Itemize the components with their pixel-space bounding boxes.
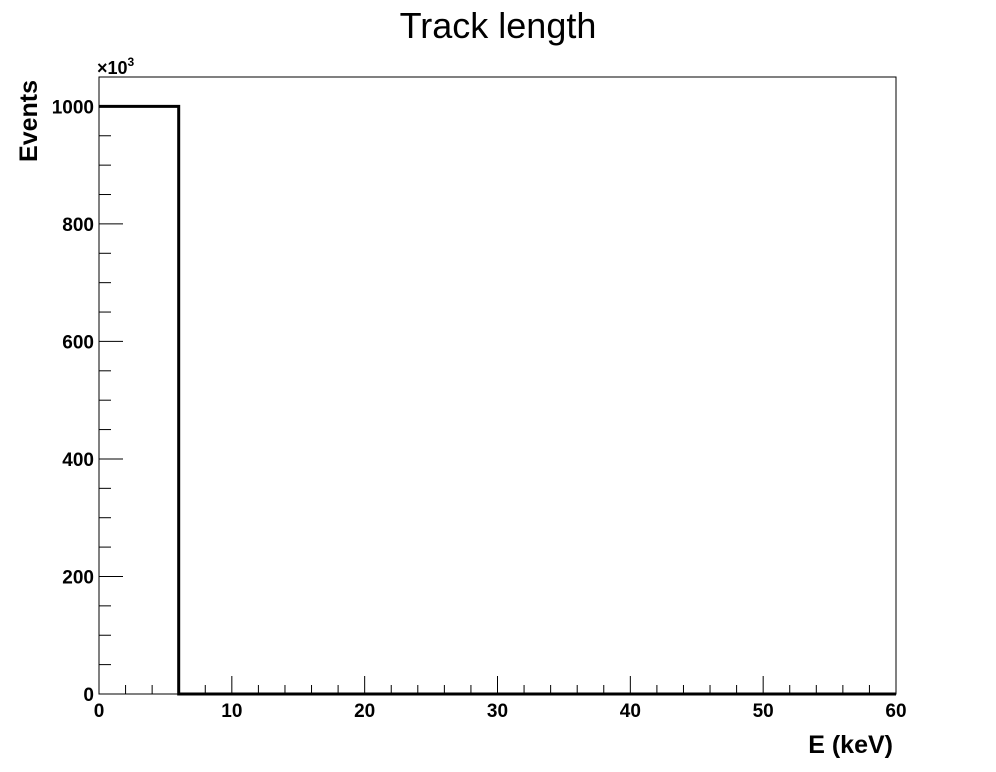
x-axis-label: E (keV) — [808, 731, 893, 759]
x-tick-label: 40 — [620, 701, 641, 722]
plot-frame — [98, 76, 897, 695]
y-axis: 0 200 400 600 800 1000 — [52, 76, 123, 706]
y-multiplier-label: ×103 — [97, 55, 135, 78]
x-tick-label: 0 — [94, 701, 105, 722]
x-tick-label: 10 — [221, 701, 242, 722]
x-tick-label: 50 — [753, 701, 774, 722]
x-tick-label: 20 — [354, 701, 375, 722]
y-tick-label: 600 — [62, 332, 94, 353]
histogram-line — [99, 104, 896, 696]
y-axis-label: Events — [15, 80, 43, 162]
y-tick-label: 0 — [83, 685, 94, 706]
x-axis: 0 10 20 30 40 50 60 — [94, 676, 907, 722]
y-multiplier-base: ×10 — [97, 58, 128, 78]
x-tick-label: 60 — [885, 701, 906, 722]
y-tick-label: 800 — [62, 215, 94, 236]
y-tick-label: 200 — [62, 567, 94, 588]
y-multiplier-exponent: 3 — [128, 55, 135, 69]
chart-title: Track length — [400, 5, 597, 46]
x-tick-label: 30 — [487, 701, 508, 722]
y-tick-label: 1000 — [52, 97, 94, 118]
y-tick-label: 400 — [62, 450, 94, 471]
histogram-series — [99, 104, 896, 696]
